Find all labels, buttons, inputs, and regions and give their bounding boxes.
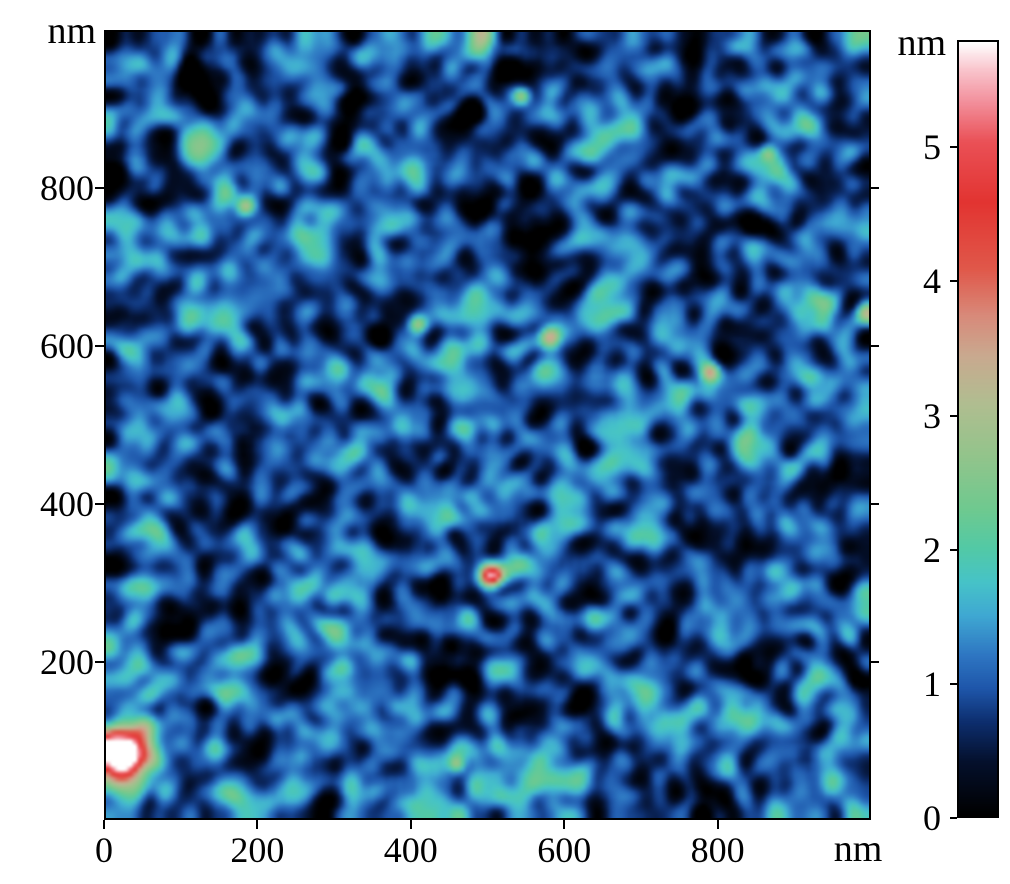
y-tick-label: 400 [40, 484, 94, 524]
y-tick-mark-right [871, 345, 879, 347]
x-tick-label: 400 [383, 830, 438, 870]
x-axis-unit-label: nm [833, 828, 883, 870]
y-tick-mark-right [871, 503, 879, 505]
y-tick-mark-right [871, 661, 879, 663]
colorbar [957, 40, 999, 818]
y-tick-mark-right [871, 187, 879, 189]
afm-heatmap-canvas [106, 32, 869, 818]
colorbar-tick-mark [950, 414, 957, 417]
colorbar-tick-mark [950, 817, 957, 819]
x-tick-mark [409, 820, 412, 829]
y-axis-unit-label: nm [47, 10, 96, 52]
colorbar-tick-label: 1 [923, 663, 941, 704]
y-tick-label: 200 [40, 642, 94, 682]
plot-frame [104, 30, 871, 820]
y-tick-mark [95, 503, 104, 505]
x-tick-mark [103, 820, 105, 829]
colorbar-tick-mark [950, 548, 957, 551]
x-tick-label: 600 [537, 830, 592, 870]
colorbar-tick-label: 3 [923, 395, 941, 436]
x-tick-label: 200 [230, 830, 285, 870]
colorbar-tick-mark [950, 280, 957, 283]
colorbar-tick-label: 0 [923, 798, 941, 838]
colorbar-tick-label: 2 [923, 529, 941, 570]
x-tick-label: 0 [95, 830, 113, 870]
colorbar-unit-label: nm [897, 22, 946, 64]
colorbar-tick-mark [950, 682, 957, 685]
x-tick-mark [256, 820, 259, 829]
colorbar-canvas [959, 42, 997, 816]
y-tick-label: 600 [40, 326, 94, 366]
y-tick-mark [95, 345, 104, 347]
y-tick-mark [95, 187, 104, 189]
x-tick-mark [563, 820, 566, 829]
x-tick-label: 800 [690, 830, 745, 870]
colorbar-tick-label: 4 [923, 261, 941, 302]
x-tick-mark [716, 820, 719, 829]
y-tick-mark [95, 661, 104, 663]
colorbar-tick-label: 5 [923, 127, 941, 168]
colorbar-tick-mark [950, 146, 957, 149]
y-tick-label: 800 [40, 168, 94, 208]
